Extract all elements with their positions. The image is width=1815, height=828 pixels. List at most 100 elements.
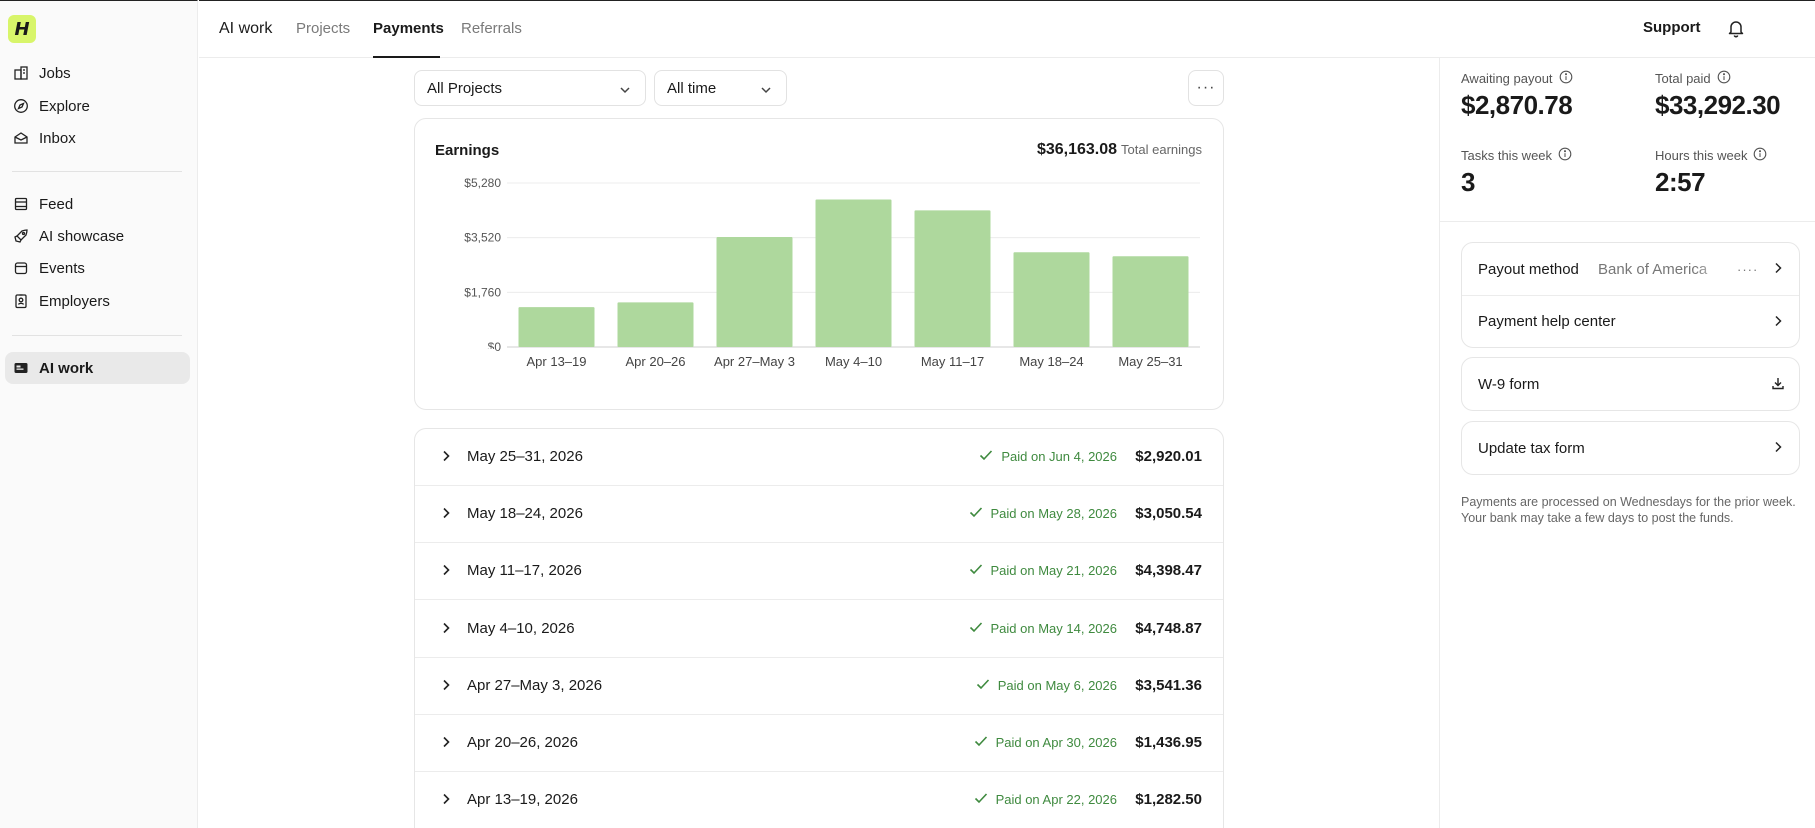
payment-status: Paid on May 21, 2026 — [969, 563, 1117, 578]
payment-amount: $1,282.50 — [1135, 791, 1202, 809]
checkmark-icon — [976, 678, 990, 693]
payment-status: Paid on Apr 30, 2026 — [974, 735, 1117, 750]
payment-period: Apr 13–19, 2026 — [467, 791, 578, 809]
payment-amount: $4,748.87 — [1135, 619, 1202, 637]
x-tick-label: Apr 20–26 — [626, 354, 686, 369]
sidebar-item-events[interactable]: Events — [5, 252, 190, 284]
calendar-icon — [13, 260, 29, 276]
sidebar-item-label: AI work — [39, 359, 94, 377]
bar — [1112, 256, 1189, 347]
bar — [1013, 252, 1090, 347]
earnings-total: $36,163.08 Total earnings — [1037, 141, 1202, 159]
chevron-right-icon[interactable] — [439, 449, 453, 468]
info-icon[interactable] — [1559, 70, 1573, 87]
info-icon[interactable] — [1753, 147, 1767, 164]
checkmark-icon — [969, 621, 983, 636]
payments-list: May 25–31, 2026 Paid on Jun 4, 2026 $2,920… — [414, 428, 1224, 828]
payout-method-value: Bank of America — [1598, 260, 1708, 278]
payment-status: Paid on May 14, 2026 — [969, 621, 1117, 636]
support-link[interactable]: Support — [1643, 19, 1701, 36]
payment-status-text: Paid on May 6, 2026 — [997, 677, 1117, 693]
sidebar-item-label: Inbox — [39, 129, 76, 147]
payment-amount: $4,398.47 — [1135, 562, 1202, 580]
payment-period: Apr 20–26, 2026 — [467, 734, 578, 751]
tab-projects[interactable]: Projects — [296, 20, 351, 37]
payment-amount: $1,436.95 — [1135, 734, 1202, 751]
total-earnings-value: $36,163.08 — [1036, 141, 1118, 158]
sidebar: H Jobs Explore Inbox Feed AI showcase — [0, 0, 198, 828]
awaiting-payout-value: $2,870.78 — [1461, 90, 1573, 120]
checkmark-icon — [974, 792, 988, 807]
payment-row[interactable]: Apr 20–26, 2026 Paid on Apr 30, 2026 $1,43… — [415, 715, 1223, 772]
chevron-right-icon[interactable] — [439, 735, 453, 754]
sidebar-item-ai-showcase[interactable]: AI showcase — [5, 220, 190, 252]
sidebar-item-ai-work[interactable]: AI work — [5, 352, 190, 384]
logo[interactable]: H — [8, 15, 36, 43]
payment-row[interactable]: Apr 13–19, 2026 Paid on Apr 22, 2026 $1,28… — [415, 772, 1223, 828]
info-icon[interactable] — [1717, 70, 1731, 87]
time-filter-select[interactable]: All time — [654, 70, 787, 106]
x-tick-label: May 4–10 — [825, 354, 882, 369]
payout-method-row[interactable]: Payout method Bank of America ···· — [1462, 243, 1799, 295]
top-navigation: AI work Projects Payments Referrals — [199, 0, 1815, 58]
w9-form-label: W-9 form — [1478, 375, 1540, 393]
payment-amount: $3,050.54 — [1135, 505, 1202, 523]
w9-form-card: W-9 form — [1461, 357, 1800, 411]
id-card-icon — [13, 360, 29, 376]
project-filter-select[interactable]: All Projects — [414, 70, 646, 106]
awaiting-payout-label: Awaiting payout — [1461, 70, 1573, 87]
more-options-button[interactable]: ··· — [1188, 70, 1224, 106]
x-tick-label: May 11–17 — [921, 354, 984, 369]
chevron-right-icon[interactable] — [439, 678, 453, 697]
payment-status-text: Paid on Jun 4, 2026 — [1001, 449, 1117, 464]
sidebar-divider — [12, 335, 182, 336]
payment-row[interactable]: May 11–17, 2026 Paid on May 21, 2026 $4,39… — [415, 543, 1223, 601]
payment-status-text: Paid on May 28, 2026 — [990, 506, 1117, 522]
hours-this-week-label: Hours this week — [1655, 147, 1767, 164]
payment-row[interactable]: Apr 27–May 3, 2026 Paid on May 6, 2026 $3,… — [415, 658, 1223, 715]
inbox-icon — [13, 130, 29, 146]
chevron-right-icon[interactable] — [439, 621, 453, 640]
sidebar-item-employers[interactable]: Employers — [5, 285, 190, 317]
stat-label-text: Awaiting payout — [1461, 71, 1553, 86]
sidebar-item-explore[interactable]: Explore — [5, 90, 190, 122]
project-filter-value: All Projects — [427, 79, 503, 97]
x-tick-label: Apr 13–19 — [527, 354, 587, 369]
bell-icon[interactable] — [1726, 18, 1746, 38]
update-tax-form-row[interactable]: Update tax form — [1462, 422, 1799, 474]
time-filter-value: All time — [667, 79, 717, 97]
sidebar-item-label: Feed — [39, 195, 74, 213]
chevron-right-icon[interactable] — [439, 563, 453, 582]
sidebar-item-inbox[interactable]: Inbox — [5, 122, 190, 154]
payment-row[interactable]: May 25–31, 2026 Paid on Jun 4, 2026 $2,920… — [415, 429, 1223, 486]
rocket-icon — [13, 228, 29, 244]
payment-amount: $3,541.36 — [1135, 676, 1202, 694]
active-tab-indicator — [373, 56, 440, 58]
total-paid-value: $33,292.30 — [1655, 90, 1781, 120]
chevron-right-icon — [1771, 314, 1785, 332]
stat-label-text: Hours this week — [1655, 148, 1748, 163]
y-tick-label: $1,760 — [464, 285, 501, 299]
sidebar-item-jobs[interactable]: Jobs — [5, 57, 190, 89]
chevron-right-icon — [1771, 440, 1785, 458]
chevron-right-icon[interactable] — [439, 506, 453, 525]
sidebar-item-feed[interactable]: Feed — [5, 188, 190, 220]
x-tick-label: May 18–24 — [1019, 354, 1083, 369]
w9-form-row[interactable]: W-9 form — [1462, 358, 1799, 410]
tasks-this-week-label: Tasks this week — [1461, 147, 1572, 164]
payment-row[interactable]: May 4–10, 2026 Paid on May 14, 2026 $4,748… — [415, 601, 1223, 658]
chevron-right-icon[interactable] — [439, 792, 453, 811]
total-earnings-label: Total earnings — [1121, 142, 1202, 157]
tab-ai-work[interactable]: AI work — [219, 20, 273, 37]
payment-help-center-row[interactable]: Payment help center — [1462, 295, 1799, 347]
info-icon[interactable] — [1558, 147, 1572, 164]
feed-icon — [13, 196, 29, 212]
payment-period: May 25–31, 2026 — [467, 448, 583, 465]
checkmark-icon — [979, 449, 993, 464]
sidebar-item-label: Explore — [39, 97, 90, 115]
payment-row[interactable]: May 18–24, 2026 Paid on May 28, 2026 $3,05… — [415, 486, 1223, 544]
payout-links-card: Payout method Bank of America ···· Payme… — [1461, 242, 1800, 348]
tab-payments[interactable]: Payments — [373, 20, 444, 37]
tab-referrals[interactable]: Referrals — [461, 20, 522, 37]
download-icon — [1771, 376, 1785, 394]
